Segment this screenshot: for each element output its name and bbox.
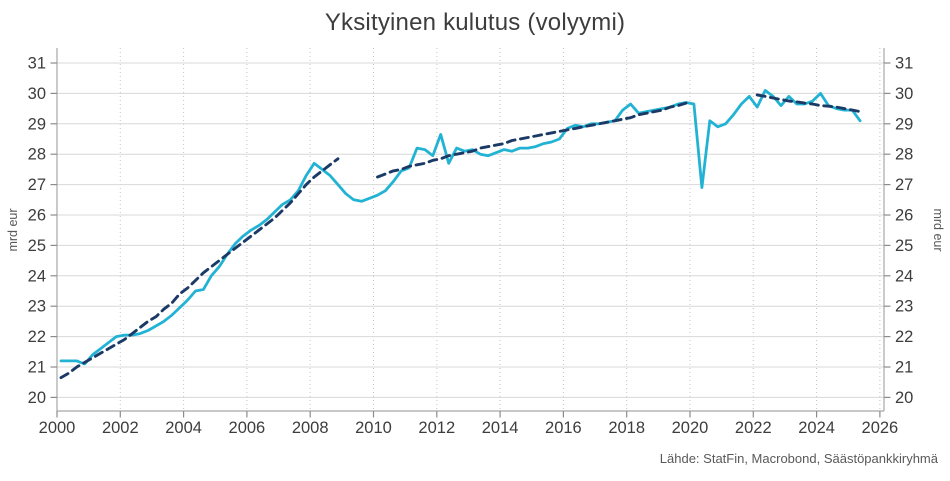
y-tick-label-left: 30 [28,85,46,103]
y-tick-label-left: 31 [28,55,46,73]
x-tick-label: 2020 [672,419,709,437]
y-tick-label-left: 25 [28,237,46,255]
x-tick-label: 2014 [482,419,519,437]
x-tick-label: 2004 [165,419,202,437]
series-trend-line [59,93,862,380]
source-label: Lähde: StatFin, Macrobond, Säästöpankkir… [659,451,938,466]
x-tick-label: 2002 [102,419,139,437]
y-tick-label-left: 26 [28,207,46,225]
series-path [59,93,862,380]
y-tick-label-right: 26 [895,207,913,225]
x-tick-label: 2024 [798,419,835,437]
series-path [59,89,862,366]
x-tick-label: 2008 [292,419,329,437]
horizontal-gridlines [57,62,884,398]
y-tick-label-right: 20 [895,389,913,407]
y-tick-label-right: 23 [895,298,913,316]
axis-frame [56,48,885,412]
x-tick-label: 2026 [862,419,899,437]
y-tick-label-right: 30 [895,85,913,103]
y-tick-label-left: 21 [28,359,46,377]
y-tick-label-left: 27 [28,176,46,194]
chart-title: Yksityinen kulutus (volyymi) [324,9,626,36]
y-tick-label-left: 29 [28,115,46,133]
y-tick-label-right: 28 [895,146,913,164]
axis-ticks [50,62,891,418]
series-actual-line [59,89,862,366]
x-tick-label: 2016 [545,419,582,437]
y-tick-label-right: 31 [895,55,913,73]
vertical-gridlines [119,48,881,411]
x-tick-label: 2012 [418,419,455,437]
y-tick-label-right: 21 [895,359,913,377]
axis-titles: mrd eur mrd eur [6,208,945,251]
y-tick-label-left: 23 [28,298,46,316]
y-tick-label-left: 24 [28,267,46,285]
y-tick-label-right: 24 [895,267,913,285]
y-tick-label-right: 25 [895,237,913,255]
y-tick-label-left: 22 [28,328,46,346]
x-tick-label: 2006 [229,419,266,437]
y-tick-label-right: 29 [895,115,913,133]
y-tick-label-right: 22 [895,328,913,346]
x-tick-label: 2000 [39,419,76,437]
x-tick-label: 2018 [608,419,645,437]
y-tick-label-right: 27 [895,176,913,194]
x-tick-label: 2022 [735,419,772,437]
y-tick-label-left: 28 [28,146,46,164]
y-axis-title-left: mrd eur [6,208,20,251]
x-tick-label: 2010 [355,419,392,437]
y-tick-label-left: 20 [28,389,46,407]
y-axis-title-right: mrd eur [931,208,945,251]
